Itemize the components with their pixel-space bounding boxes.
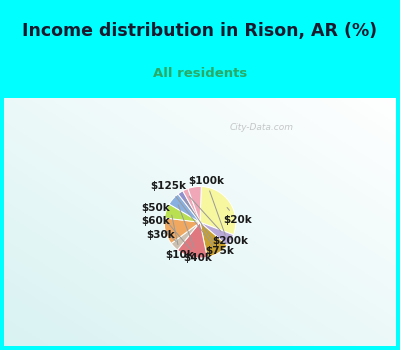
Text: $40k: $40k — [178, 205, 212, 263]
Wedge shape — [178, 222, 207, 258]
Wedge shape — [200, 187, 236, 235]
Text: $10k: $10k — [166, 215, 194, 260]
Text: $60k: $60k — [141, 216, 176, 241]
Wedge shape — [171, 222, 200, 250]
Text: $20k: $20k — [223, 208, 252, 225]
Text: $100k: $100k — [188, 175, 225, 235]
Text: $75k: $75k — [185, 199, 234, 256]
Wedge shape — [164, 218, 200, 244]
Text: $200k: $200k — [189, 197, 248, 246]
Wedge shape — [183, 189, 200, 222]
Wedge shape — [178, 191, 200, 222]
Text: City-Data.com: City-Data.com — [230, 123, 294, 132]
Wedge shape — [188, 187, 201, 222]
Wedge shape — [200, 222, 234, 245]
Text: All residents: All residents — [153, 67, 247, 80]
Wedge shape — [164, 204, 200, 222]
Wedge shape — [169, 194, 200, 222]
Wedge shape — [200, 222, 227, 257]
Text: $30k: $30k — [146, 230, 175, 240]
Text: Income distribution in Rison, AR (%): Income distribution in Rison, AR (%) — [22, 22, 378, 40]
Text: $50k: $50k — [141, 203, 191, 250]
Text: $125k: $125k — [150, 181, 214, 246]
